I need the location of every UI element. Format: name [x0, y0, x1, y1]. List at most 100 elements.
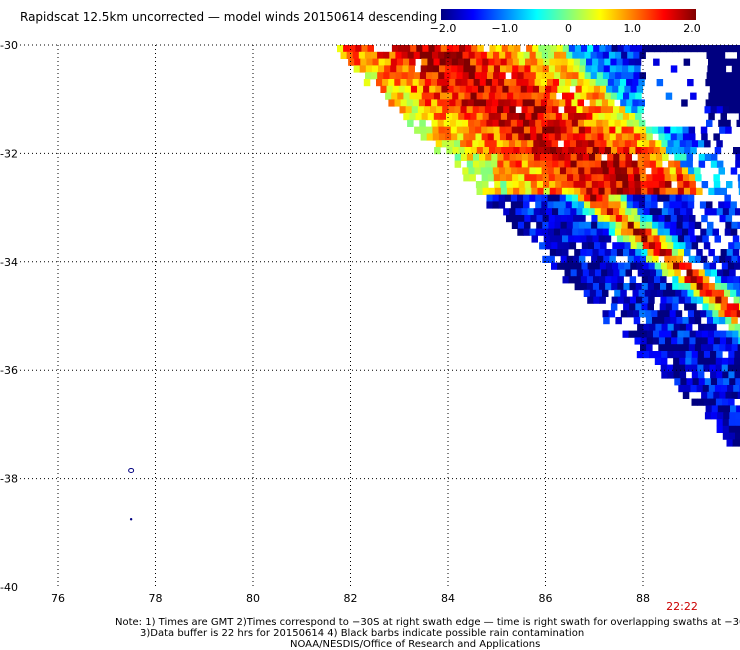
- wind-cell: [709, 85, 717, 93]
- wind-cell: [736, 405, 740, 413]
- wind-cell: [652, 181, 660, 189]
- wind-cell: [701, 337, 709, 345]
- wind-cell: [634, 215, 641, 223]
- wind-cell: [478, 140, 485, 148]
- wind-cell: [602, 228, 610, 236]
- wind-cell: [604, 58, 611, 66]
- wind-cell: [595, 289, 603, 297]
- wind-cell: [635, 147, 642, 155]
- note-line-2: 3)Data buffer is 22 hrs for 20150614 4) …: [140, 628, 584, 639]
- wind-cell: [597, 255, 604, 263]
- wind-cell: [581, 85, 589, 93]
- wind-cell: [608, 119, 615, 127]
- wind-cell: [482, 187, 490, 195]
- wind-cell: [574, 283, 582, 291]
- wind-cell: [615, 317, 622, 325]
- wind-cell: [574, 147, 581, 155]
- wind-cell: [669, 167, 677, 175]
- wind-cell: [469, 133, 476, 141]
- latitude-tick-label: -38: [0, 473, 18, 486]
- wind-cell: [603, 255, 610, 263]
- wind-cell: [438, 51, 445, 59]
- wind-cell: [429, 85, 436, 93]
- wind-cell: [515, 208, 522, 216]
- wind-cell: [527, 153, 535, 161]
- wind-cell: [708, 187, 715, 195]
- wind-cell: [570, 106, 577, 114]
- wind-difference-cells: [337, 45, 740, 447]
- wind-cell: [629, 45, 637, 53]
- wind-cell: [482, 58, 489, 66]
- wind-cell: [633, 72, 640, 80]
- wind-cell: [639, 51, 646, 59]
- wind-cell: [673, 351, 680, 359]
- wind-cell: [683, 337, 690, 345]
- wind-cell: [624, 140, 632, 148]
- wind-cell: [632, 119, 640, 127]
- wind-cell: [521, 140, 528, 148]
- wind-cell: [607, 269, 614, 277]
- wind-cell: [459, 85, 467, 93]
- wind-cell: [500, 187, 508, 195]
- wind-cell: [666, 283, 673, 291]
- wind-cell: [666, 364, 674, 372]
- wind-cell: [487, 72, 494, 80]
- wind-cell: [456, 126, 464, 134]
- wind-cell: [704, 153, 712, 161]
- wind-cell: [464, 92, 471, 100]
- wind-cell: [603, 126, 610, 134]
- wind-cell: [593, 262, 601, 270]
- wind-cell: [580, 276, 588, 284]
- wind-cell: [658, 174, 665, 182]
- wind-cell: [523, 51, 530, 59]
- wind-cell: [602, 201, 609, 209]
- wind-cell: [706, 72, 714, 80]
- wind-cell: [600, 208, 608, 216]
- wind-cell: [713, 133, 720, 141]
- wind-cell: [588, 106, 596, 114]
- wind-cell: [707, 344, 714, 352]
- wind-cell: [569, 242, 577, 250]
- wind-cell: [645, 317, 653, 325]
- wind-cell: [671, 303, 679, 311]
- wind-cell: [507, 45, 515, 53]
- wind-cell: [631, 208, 638, 216]
- wind-cell: [541, 119, 548, 127]
- wind-cell: [719, 215, 726, 223]
- wind-cell: [720, 92, 728, 100]
- wind-cell: [681, 201, 689, 209]
- wind-cell: [667, 351, 674, 359]
- wind-cell: [604, 113, 612, 121]
- wind-cell: [629, 187, 636, 195]
- wind-cell: [600, 140, 607, 148]
- wind-cell: [649, 323, 656, 331]
- wind-cell: [690, 276, 698, 284]
- wind-cell: [583, 79, 590, 87]
- wind-cell: [612, 85, 619, 93]
- wind-cell: [405, 106, 413, 114]
- wind-cell: [384, 58, 392, 66]
- wind-cell: [637, 153, 645, 161]
- wind-cell: [659, 147, 667, 155]
- wind-cell: [645, 201, 652, 209]
- wind-cell: [525, 147, 533, 155]
- wind-cell: [681, 289, 688, 297]
- wind-cell: [665, 330, 672, 338]
- wind-cell: [615, 126, 622, 134]
- wind-cell: [364, 51, 372, 59]
- wind-cell: [639, 255, 647, 263]
- wind-cell: [635, 283, 643, 291]
- wind-cell: [620, 310, 628, 318]
- wind-cell: [372, 58, 379, 66]
- wind-cell: [708, 113, 715, 121]
- wind-cell: [649, 351, 656, 359]
- wind-cell: [574, 187, 581, 195]
- wind-cell: [524, 181, 532, 189]
- wind-cell: [617, 283, 624, 291]
- wind-cell: [684, 283, 691, 291]
- wind-cell: [726, 303, 734, 311]
- wind-cell: [731, 344, 738, 352]
- wind-cell: [525, 187, 532, 195]
- wind-cell: [565, 201, 573, 209]
- wind-cell: [735, 432, 740, 440]
